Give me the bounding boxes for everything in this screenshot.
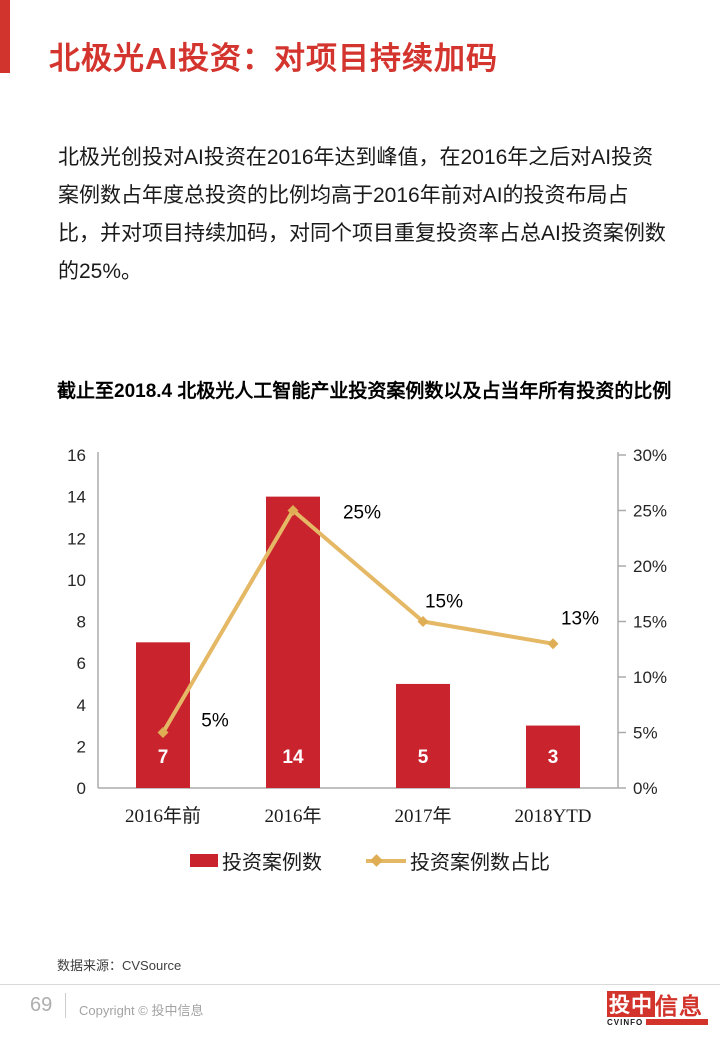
left-axis-tick-label: 0 <box>77 779 86 798</box>
left-axis-tick-label: 6 <box>77 654 86 673</box>
diamond-marker-icon <box>370 853 383 867</box>
bar-value-label: 7 <box>158 747 169 768</box>
line-marker-diamond <box>417 616 429 627</box>
legend-item-bar-series: 投资案例数 <box>190 846 322 875</box>
footer-separator <box>65 993 66 1018</box>
right-axis-tick-label: 10% <box>633 668 667 687</box>
combo-chart-canvas: 0 2 4 6 8 10 12 14 16 0% 5% 10% 15% 20% 25% 30% 7 14 5 3 5% 2… <box>67 446 667 827</box>
footer: 69 Copyright © 投中信息 投中 信息 CVINFO <box>0 985 720 1040</box>
bar-2018YTD <box>526 725 580 788</box>
left-axis-tick-label: 4 <box>77 696 86 715</box>
copyright-text: Copyright © 投中信息 <box>79 1003 204 1018</box>
legend-item-line-series: 投资案例数占比 <box>366 846 550 875</box>
title-accent-bar <box>0 0 10 73</box>
cvinfo-logo: 投中 信息 CVINFO <box>607 991 708 1027</box>
bar-2017年 <box>396 683 450 788</box>
bar-series-swatch <box>190 853 218 867</box>
bar-value-label: 14 <box>282 747 304 768</box>
line-swatch-stroke <box>366 858 406 863</box>
line-marker-diamond <box>157 727 169 738</box>
line-point-label: 15% <box>425 592 463 613</box>
percentage-line <box>161 508 554 734</box>
bar-value-label: 5 <box>418 747 429 768</box>
logo-subtitle: CVINFO <box>607 1017 644 1027</box>
bar-series-label: 投资案例数 <box>222 851 322 874</box>
page-title: 北极光AI投资：对项目持续加码 <box>49 41 498 76</box>
right-axis-tick-label: 0% <box>633 779 658 798</box>
bar-2016年前 <box>136 642 190 788</box>
logo-wordmark: 投中 信息 <box>607 991 708 1019</box>
data-source-note: 数据来源：CVSource <box>57 958 182 973</box>
left-axis-tick-label: 16 <box>67 446 86 465</box>
left-axis-tick-label: 12 <box>67 529 86 548</box>
line-series-swatch <box>366 853 406 867</box>
logo-subline: CVINFO <box>607 1017 708 1027</box>
summary-paragraph: 北极光创投对AI投资在2016年达到峰值，在2016年之后对AI投资案例数占年度… <box>58 146 666 283</box>
x-axis-category-label: 2016年前 <box>125 805 201 827</box>
footer-divider <box>0 984 720 985</box>
logo-red-word: 信息 <box>655 993 703 1019</box>
line-marker-diamond <box>287 505 299 516</box>
left-axis-tick-label: 10 <box>67 571 86 590</box>
left-axis-tick-label: 8 <box>77 613 86 632</box>
chart-title: 截止至2018.4 北极光人工智能产业投资案例数以及占当年所有投资的比例 <box>57 381 672 402</box>
right-axis-tick-label: 30% <box>633 446 667 465</box>
line-marker-diamond <box>547 638 559 650</box>
right-axis-tick-label: 15% <box>633 613 667 632</box>
line-point-label: 25% <box>343 503 381 524</box>
combo-chart: 0 2 4 6 8 10 12 14 16 0% 5% 10% 15% 20% 25% 30% 7 14 5 3 5% 2… <box>40 425 700 840</box>
line-point-label: 13% <box>561 609 599 630</box>
left-axis-tick-label: 2 <box>77 737 86 756</box>
left-axis-tick-label: 14 <box>67 488 86 507</box>
x-axis-category-label: 2017年 <box>394 805 451 827</box>
x-axis-category-label: 2016年 <box>264 805 321 827</box>
line-series-label: 投资案例数占比 <box>410 851 550 874</box>
right-axis-tick-label: 20% <box>633 557 667 576</box>
right-axis-tick-label: 25% <box>633 502 667 521</box>
logo-red-bar <box>646 1019 708 1025</box>
line-point-label: 5% <box>201 711 229 732</box>
chart-legend: 投资案例数 投资案例数占比 <box>40 846 700 874</box>
bar-value-label: 3 <box>548 747 559 768</box>
right-axis-tick-label: 5% <box>633 724 658 743</box>
x-axis-category-label: 2018YTD <box>514 806 591 827</box>
page-number: 69 <box>30 994 53 1016</box>
logo-red-box: 投中 <box>607 991 655 1017</box>
